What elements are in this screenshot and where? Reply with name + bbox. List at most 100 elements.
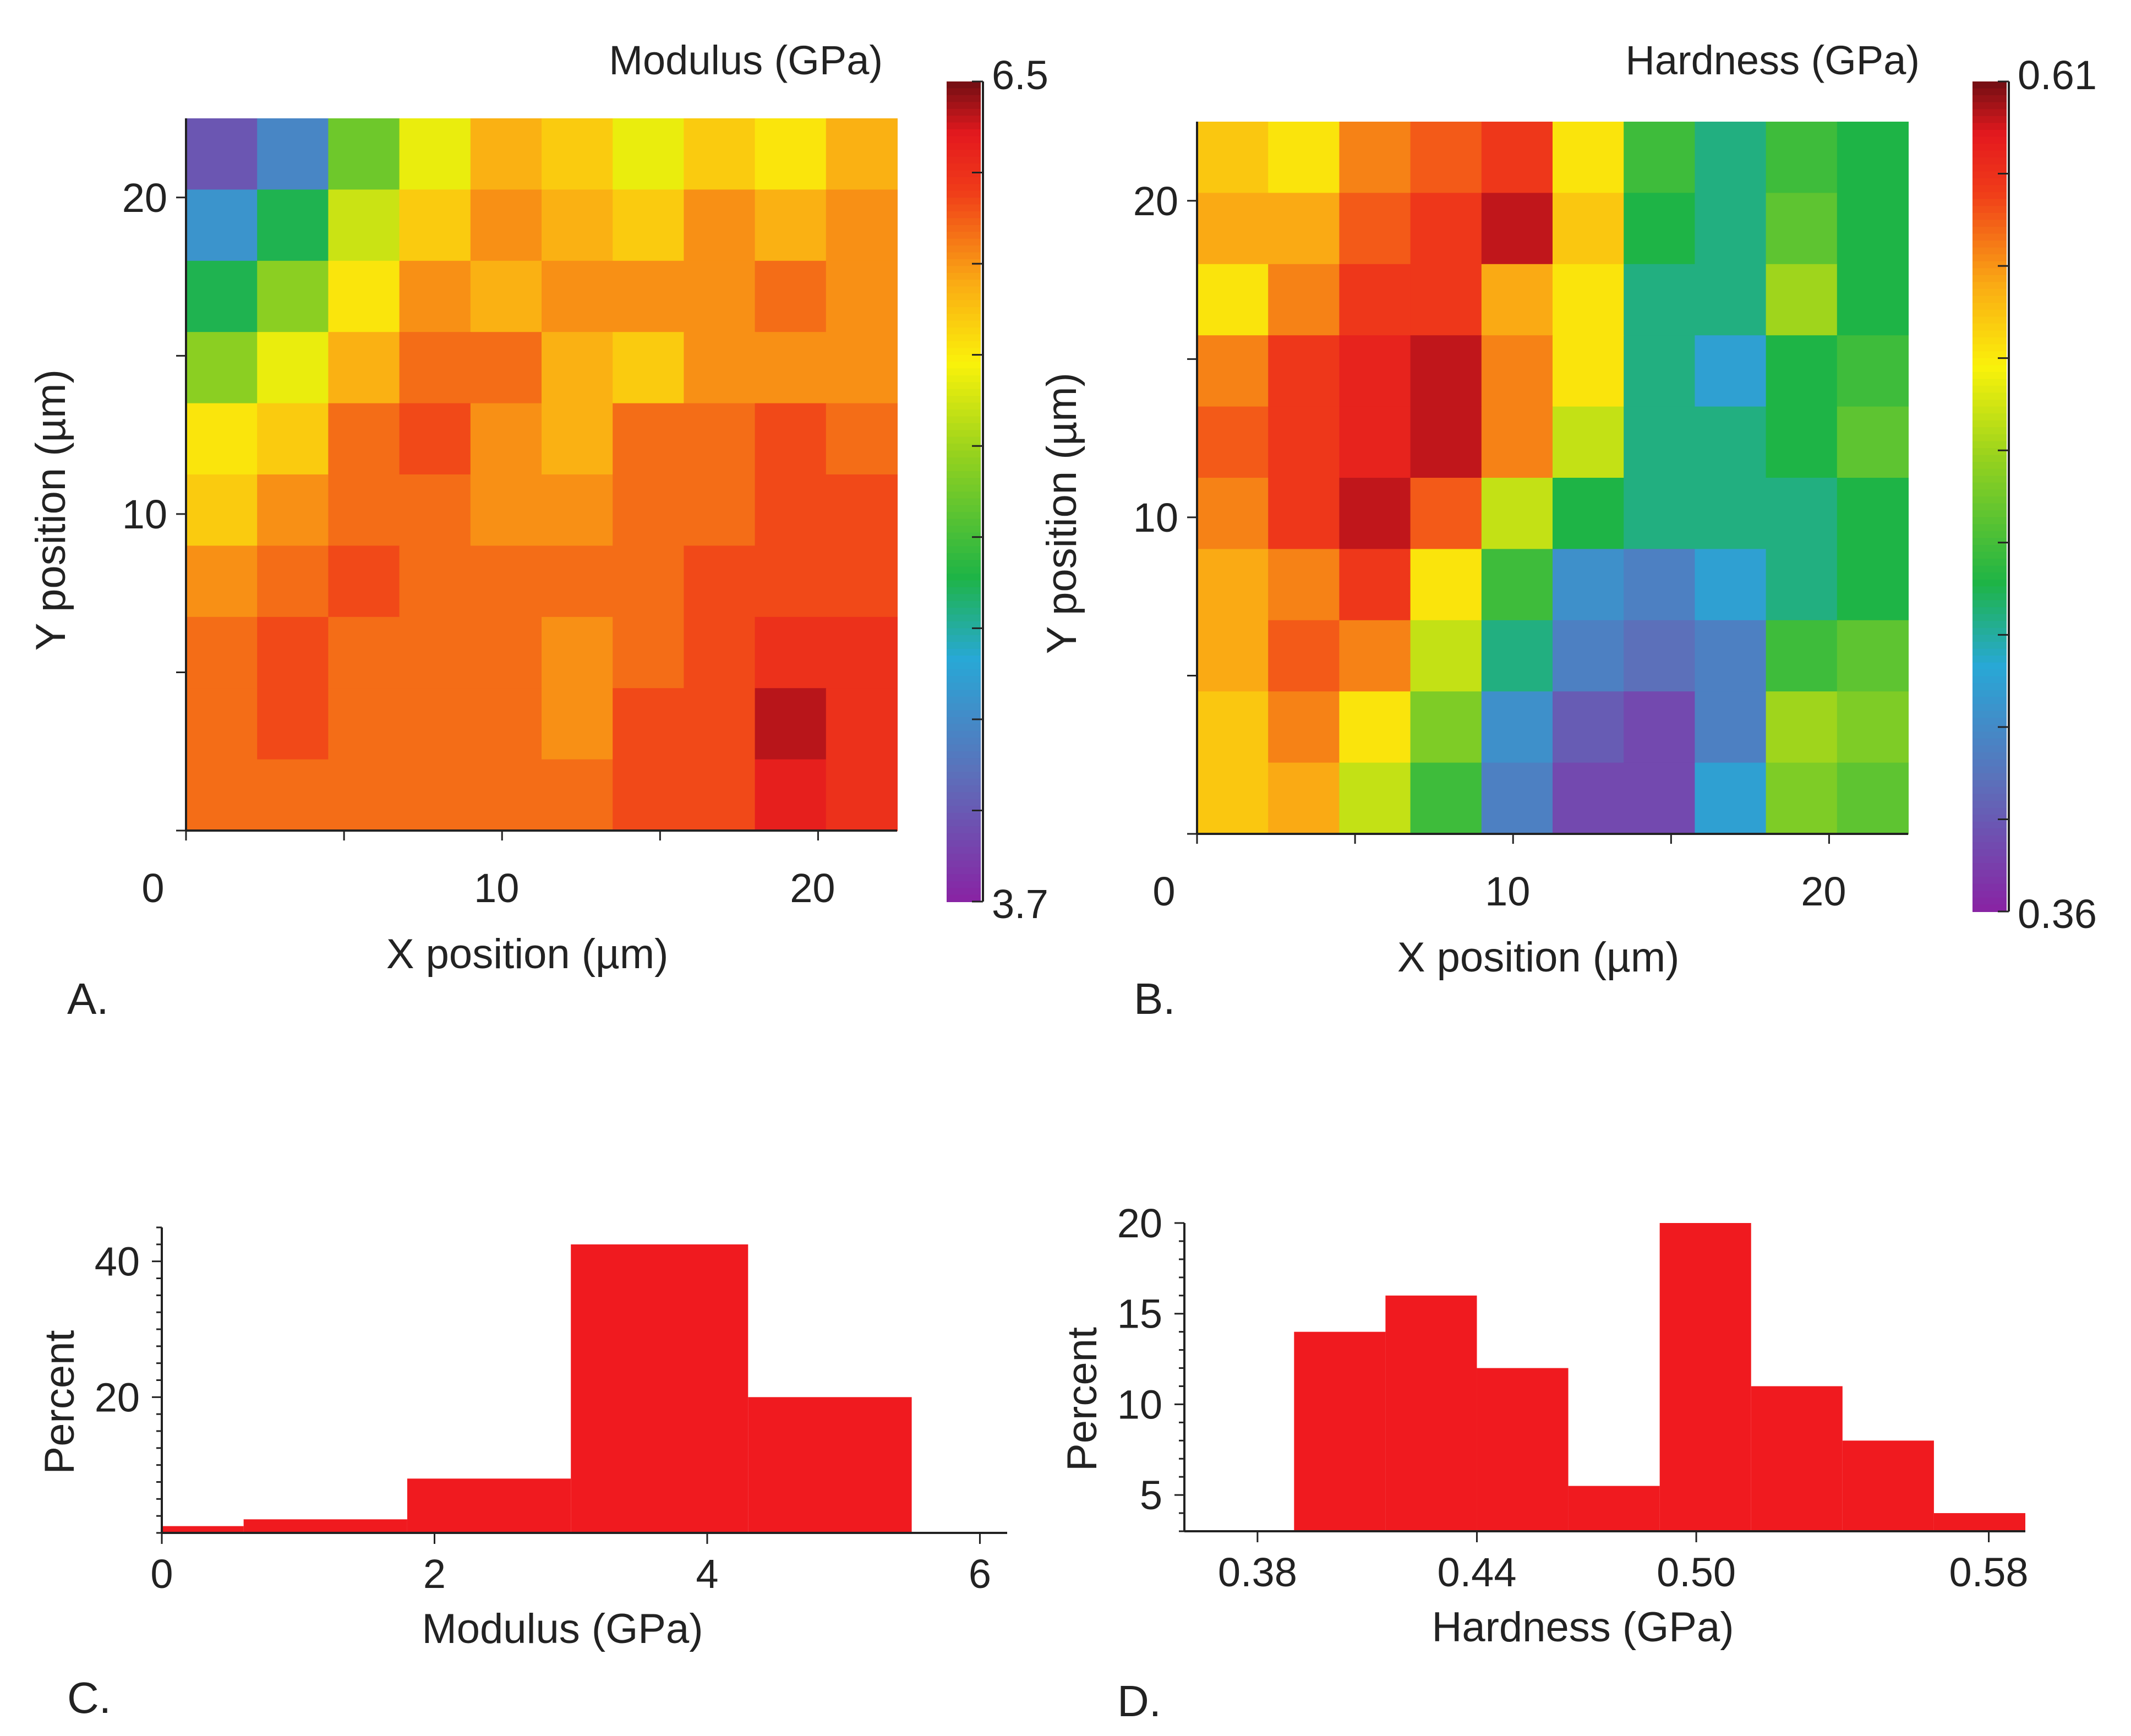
colorbar-segment [947,730,981,738]
colorbar-segment [947,402,981,410]
heatmap-cell [328,616,400,689]
colorbar-segment [1972,192,2007,200]
colorbar-segment [1972,641,2007,649]
heatmap-cell [470,688,542,760]
colorbar-segment [1972,275,2007,283]
heatmap-cell [1624,478,1696,550]
colorbar-segment [1972,904,2007,912]
x-tick-label: 0 [141,865,164,911]
colorbar-segment [947,724,981,731]
colorbar-segment [947,492,981,499]
heatmap-cell [542,616,614,689]
colorbar-segment [1972,178,2007,186]
heatmap-cell [1197,620,1269,692]
heatmap-cell [826,616,898,689]
colorbar-segment [947,560,981,567]
colorbar-segment [1972,773,2007,781]
colorbar-segment [947,143,981,151]
heatmap-cell [186,332,258,404]
colorbar-segment [1972,683,2007,691]
heatmap-cell [1197,549,1269,621]
heatmap-cell [1197,762,1269,834]
colorbar-segment [947,334,981,342]
colorbar-segment [1972,656,2007,663]
colorbar-segment [947,122,981,130]
colorbar-segment [1972,130,2007,138]
y-tick-label: 10 [1117,1382,1162,1427]
colorbar-segment [947,327,981,335]
colorbar-segment [947,108,981,117]
heatmap-cell [328,688,400,760]
heatmap-cell [470,260,542,333]
colorbar-min-label: 3.7 [992,881,1048,927]
colorbar-segment [947,232,981,239]
y-tick-label: 20 [95,1374,140,1420]
histogram-bar [1385,1295,1477,1531]
heatmap-cell [542,759,614,831]
colorbar-segment [1972,704,2007,712]
x-tick-label: 6 [969,1551,991,1597]
colorbar-segment [947,423,981,431]
colorbar-segment [1972,261,2007,269]
x-tick-label: 10 [474,865,519,911]
colorbar-segment [947,190,981,199]
heatmap-cell [1624,762,1696,834]
colorbar-segment [1972,434,2007,442]
y-tick-label: 40 [95,1239,140,1285]
x-tick-label: 0.50 [1657,1549,1736,1595]
heatmap-cell [399,616,471,689]
x-tick-label: 0.44 [1437,1549,1516,1595]
colorbar-segment [947,314,981,321]
colorbar-segment [947,518,981,527]
y-axis-label: Y position (µm) [28,369,74,651]
histogram-bar [1751,1386,1843,1531]
colorbar-segment [947,204,981,212]
heatmap-cell [1624,691,1696,763]
panel-label: B. [1134,974,1176,1023]
colorbar-segment [947,444,981,451]
colorbar-segment [1972,842,2007,850]
colorbar-segment [947,642,981,649]
colorbar-segment [1972,316,2007,324]
colorbar-segment [947,362,981,369]
colorbar-segment [1972,552,2007,560]
heatmap-cell [755,616,827,689]
colorbar-segment [947,751,981,759]
heatmap-cell [257,403,329,475]
heatmap-cell [542,403,614,475]
histogram-bar [1477,1368,1569,1531]
colorbar-segment [947,280,981,287]
colorbar-segment [947,198,981,205]
heatmap-cell [328,474,400,547]
x-tick-label: 0.58 [1949,1549,2029,1595]
colorbar-segment [1972,489,2007,497]
colorbar-segment [947,211,981,219]
heatmap-cell [186,189,258,261]
heatmap-cell [1197,478,1269,550]
heatmap-cell [826,403,898,475]
heatmap-cell [1553,406,1625,478]
colorbar-segment [1972,164,2007,172]
colorbar-segment [947,614,981,622]
colorbar-segment [1972,420,2007,428]
heatmap-cell [1766,406,1838,478]
heatmap-cell [1339,122,1411,194]
colorbar-segment [947,792,981,800]
colorbar-segment [1972,856,2007,864]
colorbar-segment [947,758,981,766]
colorbar-segment [1972,109,2007,117]
colorbar-segment [947,574,981,581]
colorbar-segment [1972,372,2007,380]
colorbar-segment [947,266,981,274]
colorbar-segment [1972,157,2007,165]
colorbar-segment [1972,95,2007,103]
colorbar-segment [1972,883,2007,892]
heatmap-cell [257,189,329,261]
colorbar-segment [1972,849,2007,857]
x-tick-label: 20 [1801,869,1846,914]
heatmap-cell [1481,335,1553,407]
heatmap-cell [684,474,756,547]
colorbar-segment [947,307,981,315]
heatmap-cell [399,688,471,760]
heatmap-cell [684,403,756,475]
